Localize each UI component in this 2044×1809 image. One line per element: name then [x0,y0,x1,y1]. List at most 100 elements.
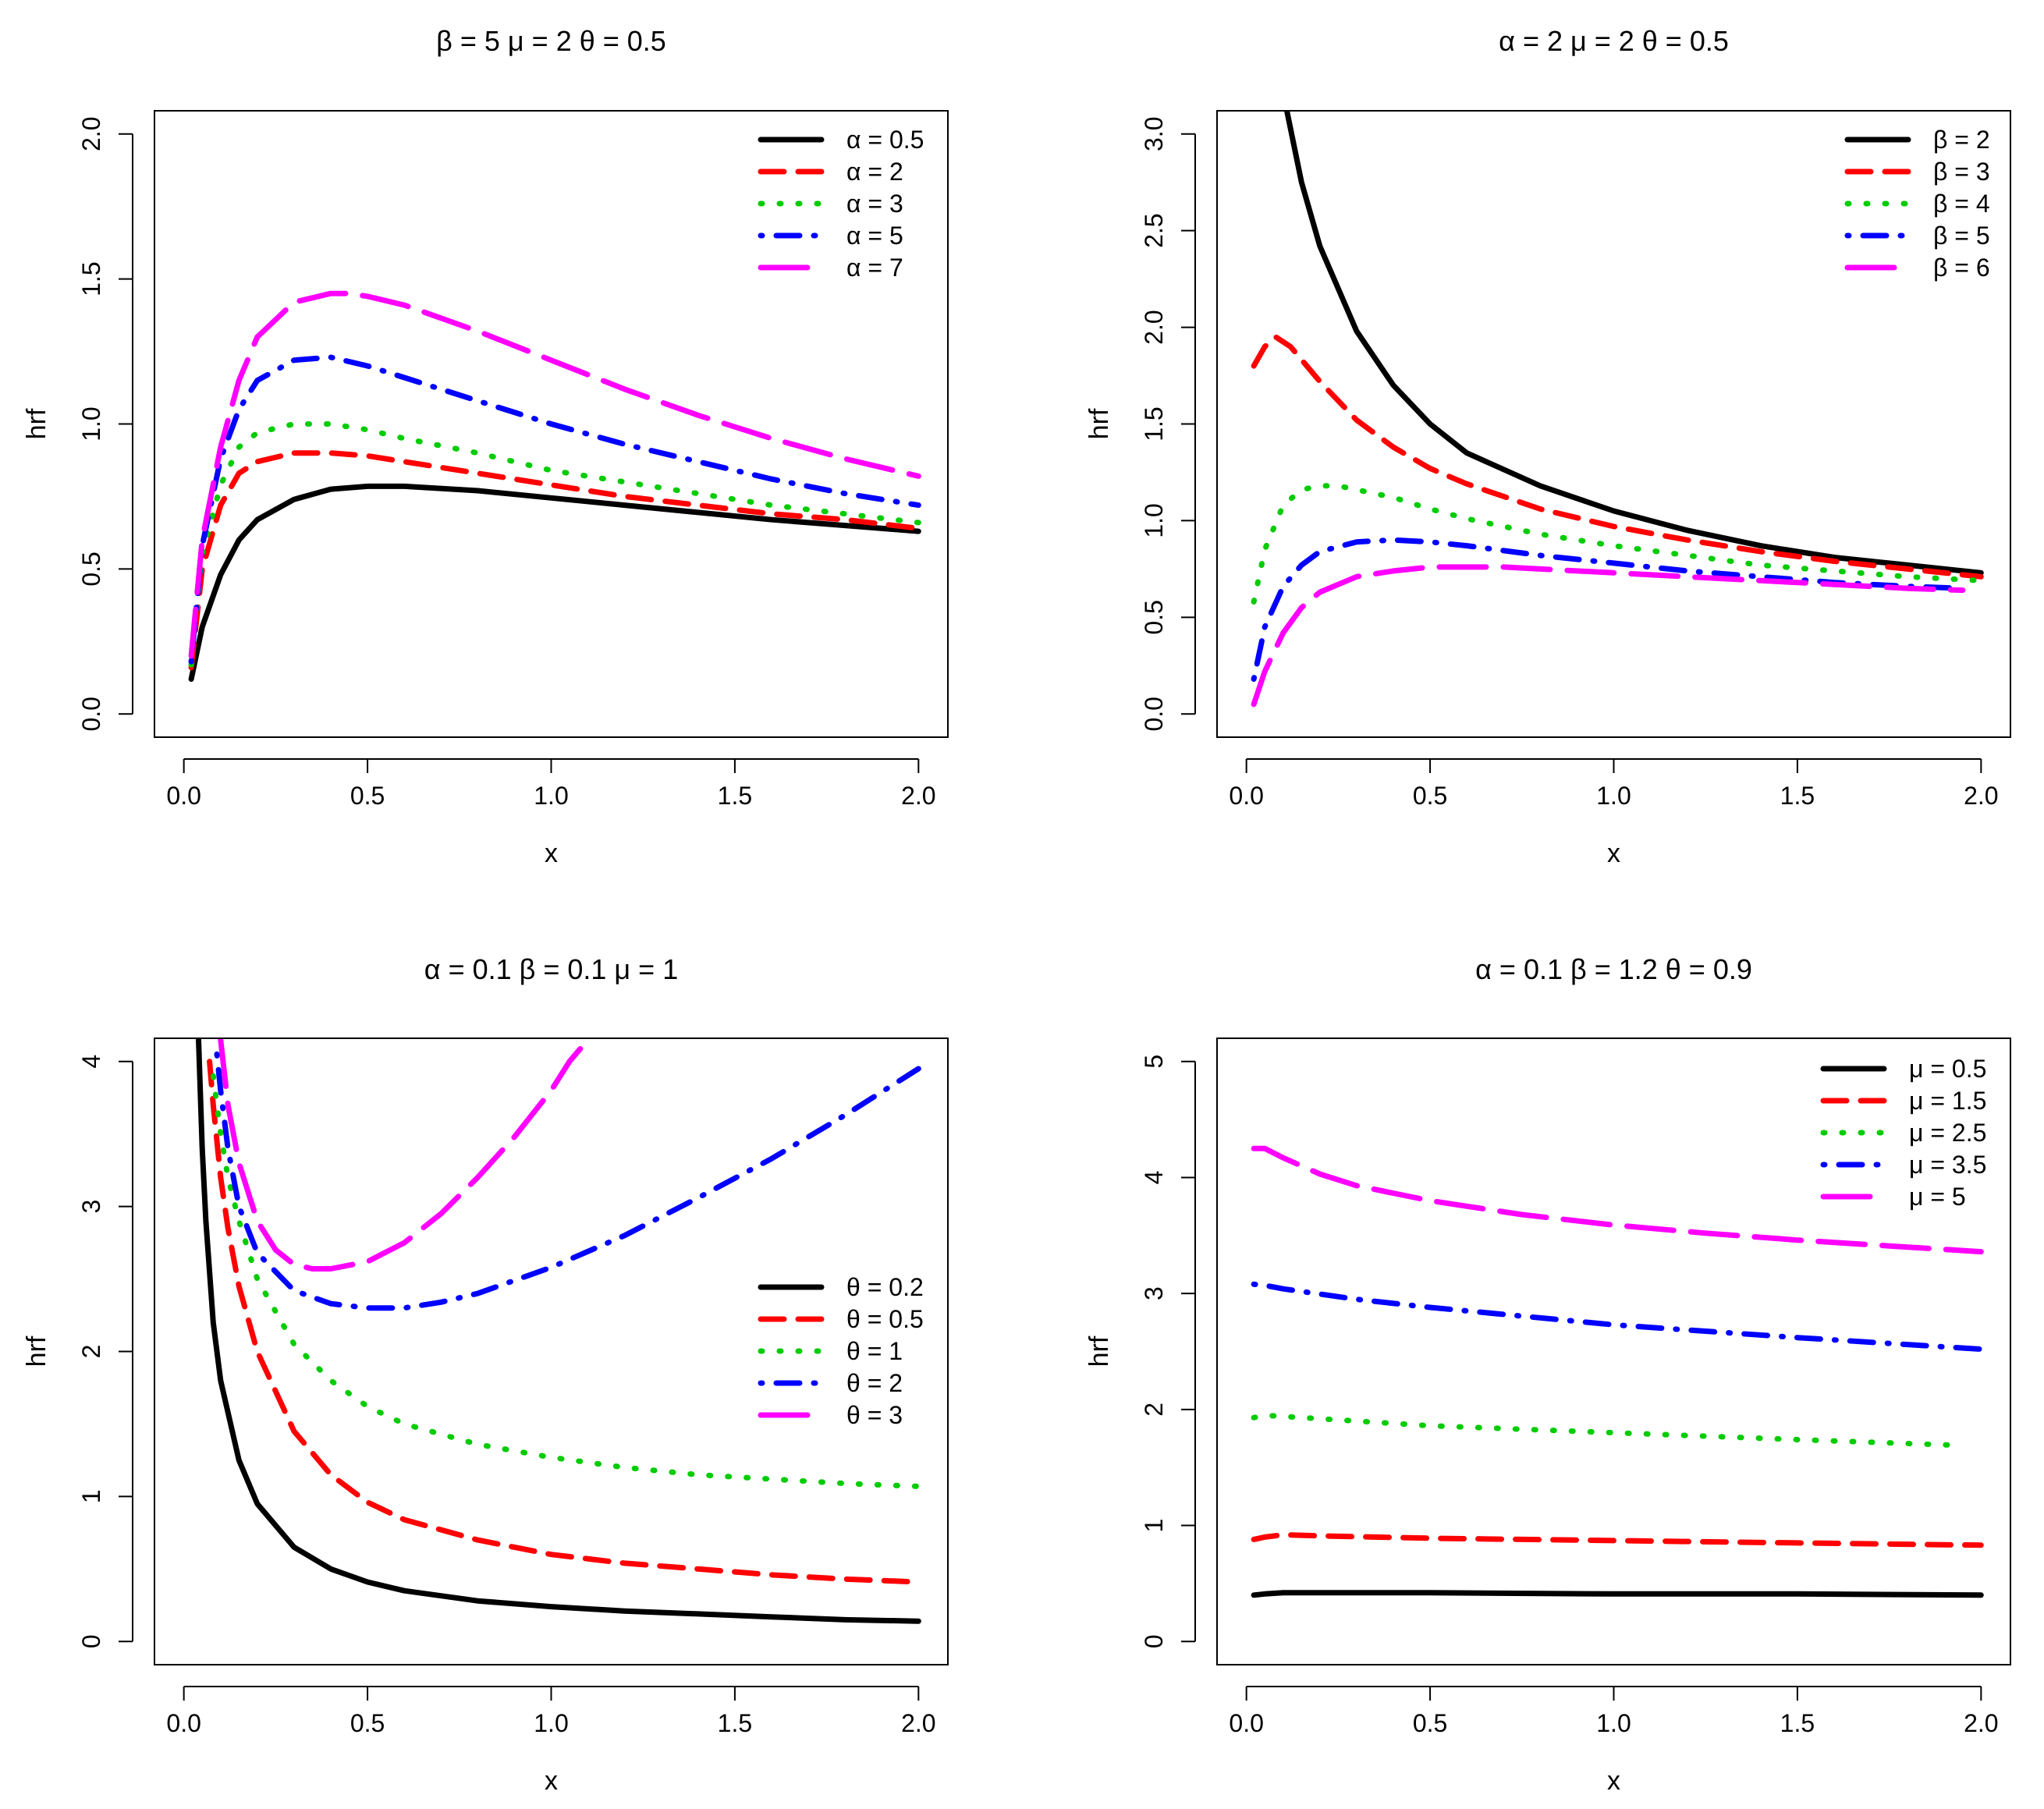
y-tick-label: 0.5 [1140,600,1168,634]
y-tick-label: 0.0 [77,697,105,731]
x-tick-label: 1.0 [1596,782,1631,810]
y-tick-label: 4 [1140,1171,1168,1185]
plot-frame [1216,1038,2011,1665]
chart-title: α = 0.1 β = 0.1 μ = 1 [424,953,678,985]
legend-label: μ = 0.5 [1909,1055,1986,1083]
chart-panel-2: α = 2 μ = 2 θ = 0.5 0.0 0.5 1.0 1.5 2.0 x 0.0 0.… [1084,25,2011,868]
y-tick-label: 3 [1140,1286,1168,1300]
y-tick-label: 1.0 [77,406,105,441]
legend-label: α = 5 [846,222,903,250]
x-tick-label: 1.5 [718,782,752,810]
y-tick-label: 3.0 [1140,116,1168,151]
chart-panel-3: α = 0.1 β = 0.1 μ = 1 0.0 0.5 1.0 1.5 2.0 x 0 1 2… [22,953,949,1796]
legend-label: θ = 0.5 [846,1305,924,1333]
x-tick-label: 0.5 [1413,782,1447,810]
x-axis-label: x [1607,839,1620,868]
y-tick-label: 4 [77,1055,105,1069]
legend-label: μ = 5 [1909,1183,1966,1211]
legend: β = 2 β = 3 β = 4 β = 5 β = 6 [1844,126,1990,282]
plot-frame [1216,110,2011,738]
series-line-2 [188,450,921,671]
x-tick-label: 0.0 [166,1709,200,1737]
series-line-4 [214,1051,921,1311]
x-tick-label: 0.5 [350,1709,385,1737]
y-tick-label: 3 [77,1200,105,1214]
x-axis-label: x [1607,1766,1620,1796]
series-line-4 [1251,1281,1984,1352]
x-tick-label: 1.5 [1780,782,1815,810]
series-line-1 [1284,111,1984,576]
chart-title: α = 0.1 β = 1.2 θ = 0.9 [1475,953,1752,985]
legend-label: μ = 2.5 [1909,1119,1986,1147]
legend: α = 0.5 α = 2 α = 3 α = 5 α = 7 [758,126,924,282]
series-line-1 [196,1038,921,1624]
y-tick-label: 1.0 [1140,503,1168,537]
y-tick-label: 2.0 [1140,310,1168,344]
plot-frame [154,110,949,738]
x-tick-label: 0.0 [166,782,200,810]
y-tick-label: 2 [1140,1403,1168,1417]
y-tick-label: 0 [77,1634,105,1648]
y-tick-label: 1 [1140,1519,1168,1533]
legend-label: α = 7 [846,254,903,282]
series-line-2 [1251,334,1984,580]
y-axis-label: hrf [1084,408,1114,439]
x-tick-label: 1.0 [534,782,568,810]
legend-label: α = 0.5 [846,126,924,154]
legend-label: μ = 3.5 [1909,1151,1986,1179]
x-tick-label: 0.5 [1413,1709,1447,1737]
x-tick-label: 2.0 [1964,782,1998,810]
series-line-2 [207,1059,921,1585]
chart-title: α = 2 μ = 2 θ = 0.5 [1499,25,1729,57]
series-line-4 [1251,537,1966,683]
chart-title: β = 5 μ = 2 θ = 0.5 [436,25,666,57]
legend-label: α = 3 [846,190,903,218]
series-line-3 [1251,483,1984,605]
legend-label: α = 2 [846,158,903,186]
legend-label: β = 5 [1933,222,1990,250]
legend-label: μ = 1.5 [1909,1087,1986,1115]
x-tick-label: 2.0 [1964,1709,1998,1737]
legend-label: β = 3 [1933,158,1990,186]
x-axis-label: x [545,1766,558,1796]
x-tick-label: 0.0 [1229,782,1263,810]
series-line-5 [218,1038,591,1272]
x-tick-label: 1.5 [718,1709,752,1737]
x-tick-label: 1.0 [534,1709,568,1737]
legend-label: β = 6 [1933,254,1990,282]
y-tick-label: 0.5 [77,552,105,586]
series-line-5 [1251,564,1966,708]
y-tick-label: 1 [77,1489,105,1503]
series-line-5 [1251,1145,1984,1255]
x-tick-label: 0.0 [1229,1709,1263,1737]
series-line-3 [188,421,921,668]
legend-label: β = 4 [1933,190,1990,218]
series-line-4 [188,354,921,665]
legend: θ = 0.2 θ = 0.5 θ = 1 θ = 2 θ = 3 [758,1273,924,1429]
x-tick-label: 1.5 [1780,1709,1815,1737]
y-axis-label: hrf [22,1335,51,1367]
y-tick-label: 0.0 [1140,697,1168,731]
series-line-1 [1251,1590,1984,1598]
y-tick-label: 2.5 [1140,213,1168,247]
series-line-5 [188,290,921,659]
legend-label: θ = 1 [846,1337,903,1365]
chart-panel-1: β = 5 μ = 2 θ = 0.5 0.0 0.5 1.0 1.5 2.0 x 0.0 0.… [22,25,949,868]
legend-label: θ = 2 [846,1369,903,1397]
y-tick-label: 2 [77,1345,105,1359]
y-tick-label: 1.5 [1140,406,1168,441]
legend-label: β = 2 [1933,126,1990,154]
chart-panel-4: α = 0.1 β = 1.2 θ = 0.9 0.0 0.5 1.0 1.5 2.0 x 0… [1084,953,2011,1796]
y-axis-label: hrf [22,408,51,439]
y-tick-label: 1.5 [77,261,105,296]
legend: μ = 0.5 μ = 1.5 μ = 2.5 μ = 3.5 μ = 5 [1820,1055,1986,1211]
series-line-2 [1251,1532,1984,1548]
series-line-1 [188,483,921,683]
x-tick-label: 2.0 [901,1709,935,1737]
x-tick-label: 2.0 [901,782,935,810]
legend-label: θ = 0.2 [846,1273,924,1301]
y-tick-label: 5 [1140,1055,1168,1069]
x-tick-label: 1.0 [1596,1709,1631,1737]
x-tick-label: 0.5 [350,782,385,810]
